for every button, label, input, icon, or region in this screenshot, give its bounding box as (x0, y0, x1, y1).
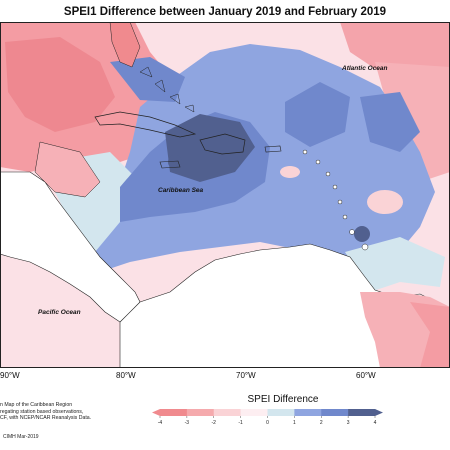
colorbar-swatch (213, 409, 241, 416)
colorbar-tick-label: -1 (238, 420, 243, 426)
landmass-central-america (0, 171, 141, 323)
colorbar-extend-low (152, 409, 160, 416)
anomaly-positive-strong-north (110, 57, 185, 102)
landmass-hispaniola (199, 133, 246, 155)
colorbar-tick-label: 4 (374, 420, 377, 426)
colorbar-tick-label: 0 (266, 420, 269, 426)
colorbar-tick-label: -2 (212, 420, 217, 426)
longitude-label-90w: 90°W (0, 371, 20, 380)
colorbar-swatch (186, 409, 215, 416)
colorbar-swatch (321, 409, 349, 416)
anomaly-negative-yucatan (34, 141, 101, 198)
longitude-label-80w: 80°W (116, 371, 136, 380)
colorbar-extend-high (375, 409, 383, 416)
colorbar-swatch (160, 409, 188, 416)
label-pacific-ocean: Pacific Ocean (38, 309, 81, 316)
anomaly-positive-southeast (345, 237, 445, 292)
label-atlantic-ocean: Atlantic Ocean (341, 65, 388, 72)
landmass-jamaica (159, 160, 181, 169)
source-note-line: n Map of the Caribbean Region (0, 402, 73, 408)
landmass-lesser-antilles (302, 149, 369, 251)
source-note-line: regating station based observations, (0, 408, 84, 415)
colorbar-tick-label: -3 (185, 420, 190, 426)
map-title: SPEI1 Difference between January 2019 an… (63, 6, 387, 18)
spei-map: Atlantic Ocean Caribbean Sea Pacific Oce… (0, 22, 450, 368)
colorbar-tick-label: 3 (347, 420, 350, 426)
anomaly-positive-strong-atlantic (360, 92, 420, 152)
source-note: n Map of the Caribbean Region regating s… (0, 402, 91, 422)
colorbar: -4 -3 -2 -1 0 1 2 3 4 (152, 409, 383, 426)
anomaly-positive-max-small (354, 226, 370, 242)
landmass-cuba (94, 111, 197, 138)
colorbar-title: SPEI Difference (247, 394, 319, 405)
longitude-label-60w: 60°W (356, 371, 376, 380)
longitude-label-70w: 70°W (236, 371, 256, 380)
colorbar-swatch (294, 409, 322, 416)
anomaly-negative-patch-2 (280, 166, 300, 178)
colorbar-tick-label: 1 (293, 420, 296, 426)
colorbar-tick-label: 2 (320, 420, 323, 426)
anomaly-negative-southamerica-core (410, 302, 450, 368)
colorbar-tick-label: -4 (158, 420, 163, 426)
anomaly-positive-strong-east (285, 82, 350, 147)
anomaly-negative-core (5, 37, 115, 132)
landmass-puerto-rico (264, 145, 282, 153)
colorbar-swatch (348, 409, 376, 416)
label-caribbean-sea: Caribbean Sea (158, 187, 204, 194)
anomaly-negative-patch (367, 190, 403, 214)
source-note-line: CF, with NCEP/NCAR Reanalysis Data. (0, 415, 92, 421)
colorbar-swatch (267, 409, 295, 416)
anomaly-positive-max-small-2 (168, 155, 182, 169)
credit-text: CIMH Mar-2019 (3, 434, 39, 440)
landmass-florida (109, 22, 141, 68)
landmass-bahamas (139, 66, 195, 113)
colorbar-swatch (240, 409, 268, 416)
